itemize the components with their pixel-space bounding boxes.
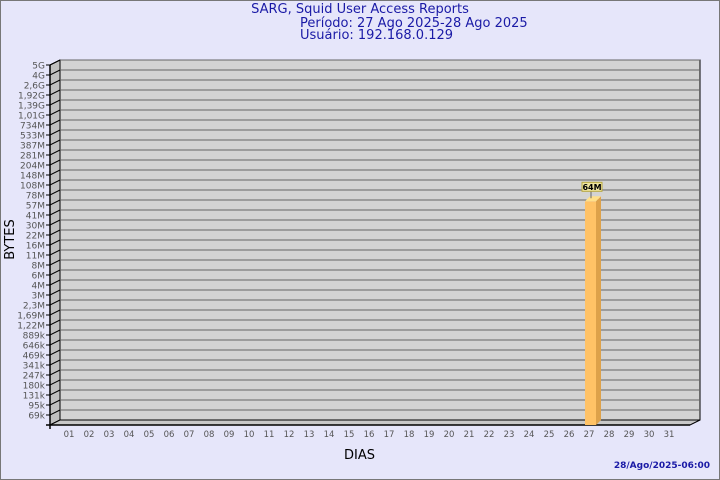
- y-tick-label: 180k: [23, 382, 46, 392]
- x-tick-label: 11: [264, 430, 275, 440]
- y-tick-label: 4M: [32, 282, 46, 292]
- bar-value-label: 64M: [582, 183, 601, 192]
- chart-title: SARG, Squid User Access Reports: [251, 2, 469, 17]
- y-tick-label: 22M: [26, 232, 45, 242]
- x-tick-label: 26: [564, 430, 575, 440]
- x-tick-label: 22: [484, 430, 495, 440]
- y-tick-label: 57M: [26, 202, 45, 212]
- y-tick-label: 2,6G: [24, 82, 45, 92]
- bar-label-box: [581, 181, 603, 192]
- x-tick-label: 27: [584, 430, 595, 440]
- x-tick-label: 21: [464, 430, 475, 440]
- y-tick-label: 41M: [26, 212, 45, 222]
- x-tick-label: 01: [64, 430, 75, 440]
- x-tick-label: 05: [144, 430, 155, 440]
- x-tick-label: 16: [364, 430, 375, 440]
- y-tick-label: 108M: [20, 182, 45, 192]
- y-tick-label: 341k: [23, 362, 46, 372]
- x-tick-label: 14: [324, 430, 335, 440]
- x-tick-label: 12: [284, 430, 295, 440]
- bar: [585, 201, 596, 425]
- x-tick-label: 19: [424, 430, 435, 440]
- y-tick-label: 281M: [20, 152, 45, 162]
- y-tick-label: 646k: [23, 342, 46, 352]
- y-tick-label: 2,3M: [23, 302, 45, 312]
- y-tick-label: 4G: [32, 72, 45, 82]
- y-tick-label: 30M: [26, 222, 45, 232]
- chart-user: Usuário: 192.168.0.129: [300, 28, 454, 43]
- y-tick-label: 78M: [26, 192, 45, 202]
- x-tick-label: 25: [544, 430, 555, 440]
- x-tick-label: 29: [624, 430, 635, 440]
- y-tick-label: 247k: [23, 372, 46, 382]
- y-tick-label: 734M: [20, 122, 45, 132]
- footer-timestamp: 28/Ago/2025-06:00: [613, 461, 710, 471]
- x-tick-label: 08: [204, 430, 215, 440]
- y-tick-label: 11M: [26, 252, 45, 262]
- y-tick-label: 131k: [23, 392, 46, 402]
- y-tick-label: 3M: [32, 292, 46, 302]
- y-tick-label: 6M: [32, 272, 46, 282]
- y-tick-label: 204M: [20, 162, 45, 172]
- y-tick-label: 16M: [26, 242, 45, 252]
- x-tick-label: 10: [244, 430, 255, 440]
- y-tick-label: 533M: [20, 132, 45, 142]
- x-tick-label: 17: [384, 430, 395, 440]
- x-tick-label: 09: [224, 430, 235, 440]
- x-tick-label: 13: [304, 430, 315, 440]
- x-tick-label: 03: [104, 430, 115, 440]
- y-tick-label: 5G: [32, 62, 45, 72]
- chart-period: Período: 27 Ago 2025-28 Ago 2025: [300, 16, 528, 31]
- y-tick-label: 69k: [28, 412, 45, 422]
- x-tick-label: 02: [84, 430, 95, 440]
- y-tick-label: 95k: [28, 402, 45, 412]
- y-tick-label: 889k: [23, 332, 46, 342]
- y-tick-label: 1,01G: [18, 112, 45, 122]
- bar-side: [596, 196, 601, 425]
- x-tick-label: 28: [604, 430, 615, 440]
- x-tick-label: 15: [344, 430, 355, 440]
- x-tick-label: 04: [124, 430, 135, 440]
- x-tick-label: 30: [644, 430, 655, 440]
- y-tick-label: 387M: [20, 142, 45, 152]
- x-tick-label: 20: [444, 430, 455, 440]
- y-tick-label: 1,92G: [18, 92, 45, 102]
- x-tick-label: 07: [184, 430, 195, 440]
- y-tick-label: 1,22M: [17, 322, 45, 332]
- x-tick-label: 18: [404, 430, 415, 440]
- x-tick-label: 06: [164, 430, 175, 440]
- y-tick-label: 469k: [23, 352, 46, 362]
- x-tick-label: 23: [504, 430, 515, 440]
- bar-top: [585, 196, 601, 202]
- x-tick-label: 31: [664, 430, 675, 440]
- x-axis-label: DIAS: [344, 448, 375, 463]
- y-tick-label: 148M: [20, 172, 45, 182]
- y-tick-label: 1,69M: [17, 312, 45, 322]
- y-tick-label: 1,39G: [18, 102, 45, 112]
- y-tick-label: 8M: [32, 262, 46, 272]
- x-tick-label: 24: [524, 430, 535, 440]
